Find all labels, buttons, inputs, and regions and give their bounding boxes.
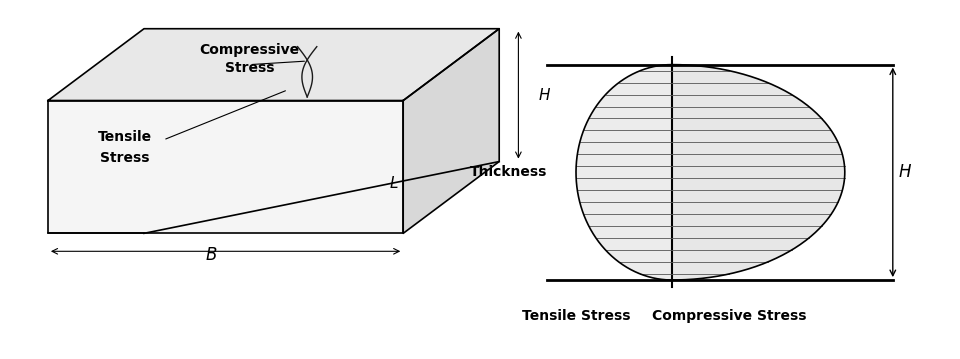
Text: Stress: Stress <box>100 151 150 165</box>
Text: Tensile: Tensile <box>98 130 152 144</box>
Text: Thickness: Thickness <box>469 165 547 179</box>
Polygon shape <box>403 29 499 233</box>
Text: $H$: $H$ <box>898 163 912 181</box>
Text: Compressive: Compressive <box>200 43 300 57</box>
Polygon shape <box>48 101 403 233</box>
Text: Compressive Stress: Compressive Stress <box>653 309 806 323</box>
Text: $H$: $H$ <box>538 87 551 103</box>
Text: Tensile Stress: Tensile Stress <box>521 309 631 323</box>
Polygon shape <box>48 29 499 101</box>
Text: $B$: $B$ <box>205 246 217 264</box>
Text: $L$: $L$ <box>389 175 398 191</box>
Polygon shape <box>672 65 845 280</box>
Polygon shape <box>576 65 672 280</box>
Text: Stress: Stress <box>225 61 275 75</box>
